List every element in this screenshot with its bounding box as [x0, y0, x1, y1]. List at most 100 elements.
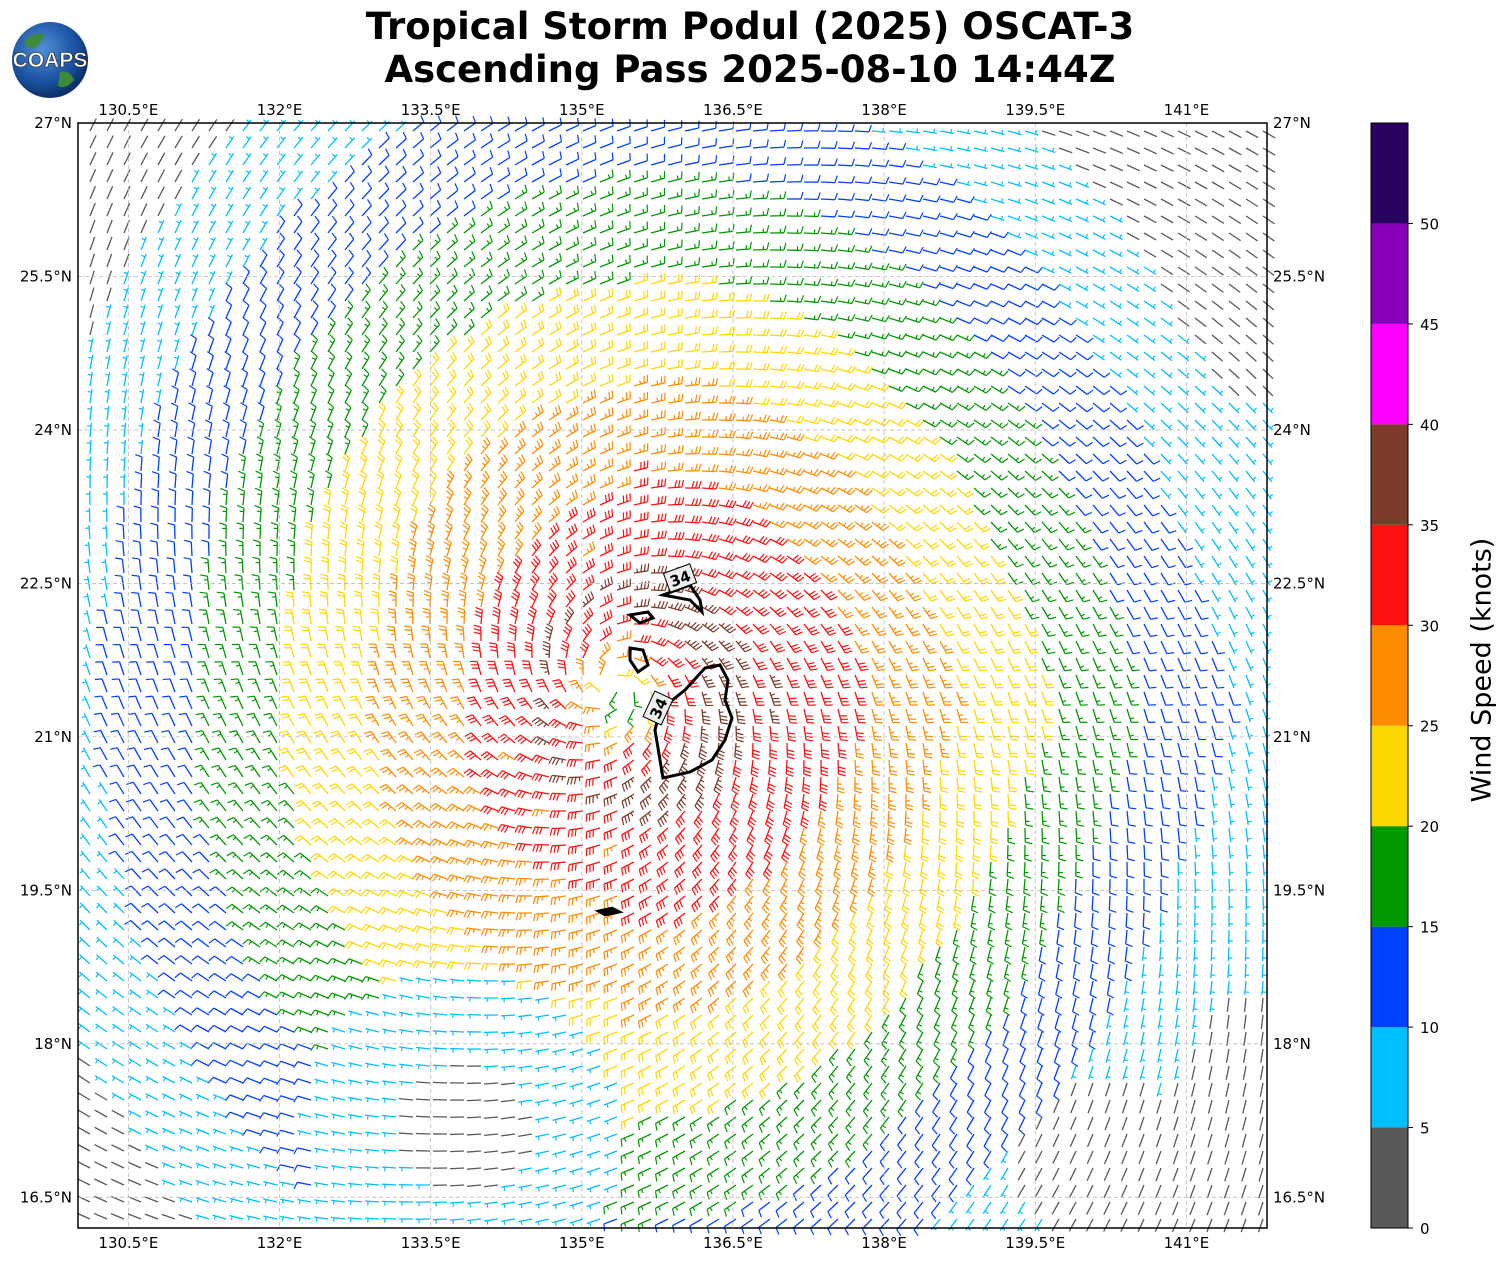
wind-barb: [293, 283, 302, 302]
wind-barb: [1007, 181, 1022, 187]
wind-barb: [1092, 198, 1106, 206]
wind-barb: [1262, 793, 1270, 808]
wind-barb: [504, 660, 516, 676]
wind-barb: [999, 1218, 1009, 1232]
wind-barb: [650, 136, 666, 149]
wind-barb: [497, 487, 508, 506]
wind-barb: [922, 212, 941, 220]
wind-barb: [565, 439, 579, 455]
wind-barb: [898, 1031, 907, 1050]
wind-barb: [718, 224, 735, 234]
wind-barb: [446, 217, 459, 234]
wind-barb: [1245, 589, 1256, 603]
wind-barb: [539, 659, 550, 676]
wind-barb: [429, 925, 448, 935]
wind-barb: [1177, 130, 1191, 138]
wind-barb: [752, 691, 765, 706]
wind-barb: [854, 210, 873, 219]
wind-barb: [1024, 436, 1043, 447]
wind-barb: [586, 1184, 601, 1193]
wind-barb: [917, 963, 924, 982]
wind-barb: [982, 1201, 992, 1215]
wind-barb: [752, 431, 771, 440]
wind-barb: [616, 187, 631, 200]
wind-barb: [888, 246, 907, 254]
wind-barb: [466, 1099, 482, 1102]
wind-barb: [235, 539, 244, 557]
wind-barb: [1075, 521, 1092, 534]
wind-barb: [1177, 623, 1192, 638]
wind-barb: [282, 661, 295, 676]
wind-barb: [150, 522, 159, 540]
wind-barb: [769, 536, 788, 546]
wind-barb: [701, 172, 718, 183]
wind-barb: [323, 487, 332, 506]
wind-barb: [1156, 1065, 1163, 1080]
wind-barb: [485, 678, 499, 693]
wind-barb: [1007, 147, 1022, 153]
wind-barb: [401, 661, 414, 676]
wind-barb: [1228, 334, 1241, 345]
wind-barb: [915, 1082, 924, 1101]
wind-barb: [1092, 691, 1105, 706]
wind-barb: [111, 1092, 125, 1101]
wind-barb: [257, 402, 265, 421]
wind-barb: [174, 304, 181, 319]
wind-barb: [650, 256, 666, 268]
wind-barb: [803, 606, 821, 618]
wind-barb: [259, 973, 278, 982]
wind-barb: [1143, 198, 1157, 207]
wind-barb: [1245, 351, 1257, 362]
wind-barb: [125, 833, 142, 846]
wind-barb: [1024, 198, 1039, 205]
wind-barb: [689, 1218, 703, 1234]
wind-barb: [888, 418, 907, 427]
wind-barb: [1054, 1031, 1062, 1050]
wind-barb: [990, 146, 1005, 153]
wind-barb: [897, 1099, 907, 1118]
wind-barb: [718, 708, 729, 725]
wind-barb: [174, 937, 193, 948]
wind-barb: [565, 117, 580, 132]
wind-barb: [252, 539, 261, 557]
wind-barb: [616, 544, 631, 557]
wind-barb: [145, 678, 159, 693]
wind-barb: [948, 1184, 958, 1203]
wind-barb: [828, 1116, 839, 1134]
wind-barb: [1156, 1099, 1162, 1114]
wind-barb: [1194, 674, 1208, 689]
wind-barb: [1126, 198, 1140, 206]
wind-barb: [854, 504, 873, 514]
wind-barb: [552, 1082, 567, 1090]
wind-barb: [565, 388, 579, 404]
wind-barb: [724, 1065, 737, 1082]
wind-barb: [446, 385, 457, 404]
wind-barb: [1126, 419, 1144, 430]
wind-barb: [514, 789, 533, 799]
wind-barb: [1211, 725, 1224, 741]
wind-barb: [835, 793, 844, 812]
wind-barb: [811, 1065, 822, 1083]
wind-barb: [1242, 1065, 1247, 1080]
wind-barb: [1109, 861, 1118, 879]
wind-barb: [348, 1131, 363, 1137]
wind-barb: [344, 232, 355, 251]
wind-barb: [123, 186, 131, 200]
wind-barb: [1228, 300, 1241, 311]
wind-barb: [599, 609, 613, 625]
wind-barb: [616, 510, 631, 523]
wind-barb: [259, 1094, 278, 1102]
wind-barb: [94, 1144, 108, 1152]
wind-barb: [112, 661, 125, 676]
colorbar-bin: [1371, 1027, 1408, 1128]
wind-barb: [395, 436, 403, 455]
wind-barb: [684, 359, 701, 370]
wind-barb: [888, 674, 902, 689]
wind-barb: [1228, 810, 1235, 825]
wind-barb: [599, 356, 614, 370]
wind-barb: [837, 365, 856, 374]
wind-barb: [862, 1116, 873, 1135]
wind-barb: [191, 955, 210, 965]
wind-barb: [1109, 708, 1122, 723]
wind-barb: [973, 674, 987, 689]
